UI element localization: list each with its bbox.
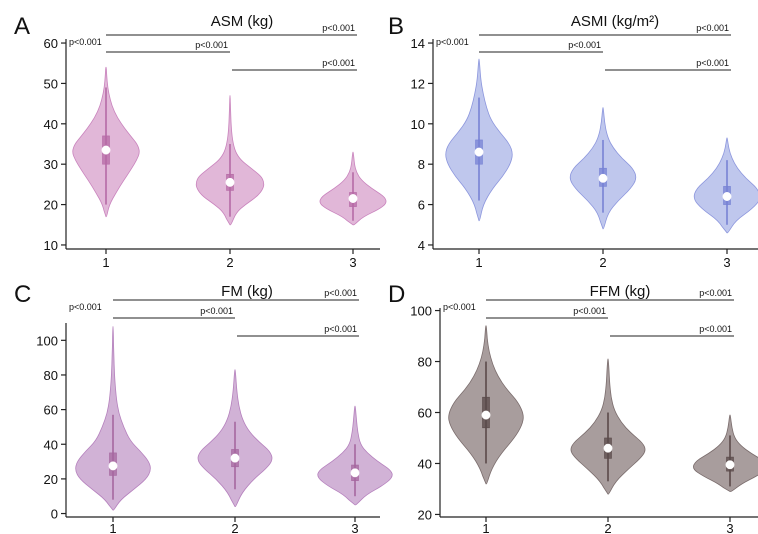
- y-tick-label: 6: [418, 198, 425, 213]
- p-value-label: p<0.001: [573, 306, 606, 316]
- median-point: [725, 460, 735, 470]
- panel-letter: B: [388, 13, 404, 40]
- x-tick-label: 1: [109, 521, 116, 534]
- y-tick-label: 40: [44, 437, 58, 452]
- p-value-label: p<0.001: [324, 288, 357, 298]
- y-tick-label: 0: [51, 507, 58, 522]
- y-tick-label: 30: [44, 157, 58, 172]
- x-tick-label: 2: [604, 521, 611, 534]
- p-value-label: p<0.001: [696, 23, 729, 33]
- y-tick-label: 8: [418, 157, 425, 172]
- panel-a: A ASM (kg) 10 20 30 40 50 60 1 2 3 p<0.001 p<0.001 p<…: [14, 13, 387, 270]
- panel-d: D FFM (kg) 20 40 60 80 100 1 2 3 p<0.001 p<0.001 p<0…: [388, 281, 758, 534]
- p-value-label: p<0.001: [195, 40, 228, 50]
- y-tick-label: 80: [44, 368, 58, 383]
- median-point: [230, 453, 240, 463]
- panel-letter: A: [14, 13, 30, 40]
- x-tick-label: 1: [475, 255, 482, 270]
- y-tick-label: 80: [418, 355, 432, 370]
- chart-title: FM (kg): [221, 283, 273, 300]
- x-tick-label: 2: [226, 255, 233, 270]
- x-tick-label: 3: [723, 255, 730, 270]
- y-tick-label: 10: [411, 117, 425, 132]
- x-tick-label: 2: [231, 521, 238, 534]
- median-point: [603, 443, 613, 453]
- y-tick-label: 20: [44, 198, 58, 213]
- median-point: [348, 194, 358, 203]
- panel-letter: D: [388, 281, 405, 308]
- p-value-label: p<0.001: [322, 23, 355, 33]
- chart-title: ASM (kg): [211, 13, 274, 30]
- p-value-label: p<0.001: [200, 306, 233, 316]
- p-value-label: p<0.001: [443, 302, 476, 312]
- y-tick-label: 12: [411, 76, 425, 91]
- p-value-label: p<0.001: [568, 40, 601, 50]
- x-tick-label: 3: [349, 255, 356, 270]
- y-tick-label: 40: [418, 456, 432, 471]
- p-value-label: p<0.001: [699, 288, 732, 298]
- chart-title: ASMI (kg/m²): [571, 13, 659, 30]
- median-point: [225, 177, 235, 187]
- p-value-label: p<0.001: [696, 58, 729, 68]
- median-point: [350, 468, 360, 478]
- y-tick-label: 50: [44, 76, 58, 91]
- x-tick-label: 3: [351, 521, 358, 534]
- violin-body: [693, 414, 758, 492]
- median-point: [108, 461, 118, 471]
- p-value-label: p<0.001: [436, 37, 469, 47]
- median-point: [474, 147, 484, 157]
- chart-title: FFM (kg): [590, 283, 651, 300]
- y-tick-label: 60: [418, 406, 432, 421]
- panel-c: C FM (kg) 0 20 40 60 80 100 1 2 3 p<0.001 p<0.001 p<0…: [14, 281, 393, 534]
- y-tick-label: 60: [44, 36, 58, 51]
- y-tick-label: 4: [418, 238, 425, 253]
- p-value-label: p<0.001: [699, 324, 732, 334]
- y-tick-label: 14: [411, 36, 425, 51]
- y-tick-label: 60: [44, 403, 58, 418]
- y-tick-label: 40: [44, 117, 58, 132]
- x-tick-label: 2: [599, 255, 606, 270]
- p-value-label: p<0.001: [322, 58, 355, 68]
- y-tick-label: 20: [44, 472, 58, 487]
- y-tick-label: 20: [418, 507, 432, 522]
- violin-body: [693, 137, 758, 234]
- y-tick-label: 100: [36, 333, 58, 348]
- p-value-label: p<0.001: [69, 302, 102, 312]
- y-tick-label: 10: [44, 238, 58, 253]
- y-tick-label: 100: [410, 304, 432, 319]
- median-point: [101, 145, 111, 155]
- x-tick-label: 1: [482, 521, 489, 534]
- panel-letter: C: [14, 281, 31, 308]
- median-point: [481, 410, 491, 420]
- p-value-label: p<0.001: [69, 37, 102, 47]
- p-value-label: p<0.001: [324, 324, 357, 334]
- x-tick-label: 1: [102, 255, 109, 270]
- median-point: [598, 173, 608, 183]
- x-tick-label: 3: [726, 521, 733, 534]
- median-point: [722, 192, 732, 201]
